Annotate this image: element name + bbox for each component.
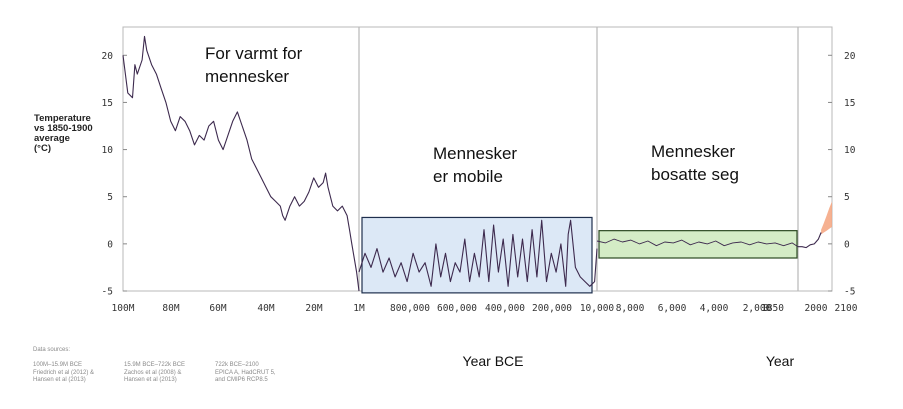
temperature-line-panel-2: [358, 219, 598, 287]
x-axis-title: Year BCE: [463, 353, 524, 369]
x-tick-label: 2,000: [743, 303, 772, 314]
x-tick-label: 20M: [305, 303, 322, 314]
mobile-period-box: [361, 216, 593, 294]
annotation-text: mennesker: [205, 67, 289, 86]
data-sources: Data sources: 100M–15.9M BCE Friedrich e…: [33, 347, 276, 383]
data-source-1: 100M–15.9M BCE Friedrich et al (2012) & …: [33, 362, 95, 383]
y-axis-label-line: vs 1850-1900: [34, 123, 93, 134]
chart-series: [122, 35, 832, 292]
period-boxes: [361, 216, 798, 294]
x-tick-label: 1850: [761, 303, 784, 314]
data-source-2: 15.9M BCE–722k BCE Zachos et al (2008) &…: [124, 362, 186, 383]
y-tick-label-right: 10: [844, 145, 856, 156]
x-tick-label: 600,000: [437, 303, 477, 314]
y-tick-label-right: 15: [844, 98, 855, 109]
temperature-line-panel-3: [596, 238, 799, 248]
y-tick-label-right: 0: [844, 239, 850, 250]
x-tick-label: 4,000: [700, 303, 729, 314]
y-axis-label-line: average: [34, 133, 70, 144]
y-tick-label-right: 5: [844, 192, 850, 203]
annotation-text: Mennesker: [651, 142, 735, 161]
x-tick-label: 100M: [112, 303, 135, 314]
x-tick-label: 2000: [805, 303, 828, 314]
y-tick-label-left: 5: [107, 192, 113, 203]
projection-band: [821, 201, 832, 235]
x-tick-label: 0: [763, 303, 769, 314]
x-tick-label: 80M: [162, 303, 179, 314]
y-tick-label-right: -5: [844, 287, 855, 298]
data-sources-title: Data sources:: [33, 347, 71, 353]
x-tick-label: 10,000: [580, 303, 615, 314]
x-tick-label: 60M: [209, 303, 226, 314]
y-tick-label-left: 10: [102, 145, 114, 156]
x-tick-label: 8,000: [616, 303, 645, 314]
temperature-line-panel-1: [122, 35, 360, 292]
annotation-text: Mennesker: [433, 144, 517, 163]
y-tick-label-left: 20: [102, 51, 114, 62]
y-tick-label-left: -5: [102, 287, 113, 298]
x-tick-label: 40M: [257, 303, 274, 314]
settled-period-box: [598, 230, 798, 259]
annotation-text: bosatte seg: [651, 165, 739, 184]
temperature-line-panel-4: [798, 232, 822, 249]
y-tick-label-left: 15: [102, 98, 113, 109]
x-tick-label: 6,000: [658, 303, 687, 314]
x-tick-label: 800,000: [390, 303, 430, 314]
annotation-text: For varmt for: [205, 44, 303, 63]
x-tick-label: 400,000: [485, 303, 525, 314]
chart-labels: For varmt for mennesker Mennesker er mobile…: [205, 44, 794, 369]
y-tick-label-left: 0: [107, 239, 113, 250]
x-tick-label: 200,000: [532, 303, 572, 314]
annotation-text: er mobile: [433, 167, 503, 186]
y-axis-label-line: (°C): [34, 143, 51, 154]
x-axis-title: Year: [766, 353, 795, 369]
data-source-3: 722k BCE–2100 EPICA A, HadCRUT 5, and CM…: [215, 362, 276, 383]
y-axis-label-line: Temperature: [34, 113, 91, 124]
y-tick-label-right: 20: [844, 51, 856, 62]
x-tick-label: 1M: [353, 303, 365, 314]
x-tick-label: 2100: [835, 303, 858, 314]
